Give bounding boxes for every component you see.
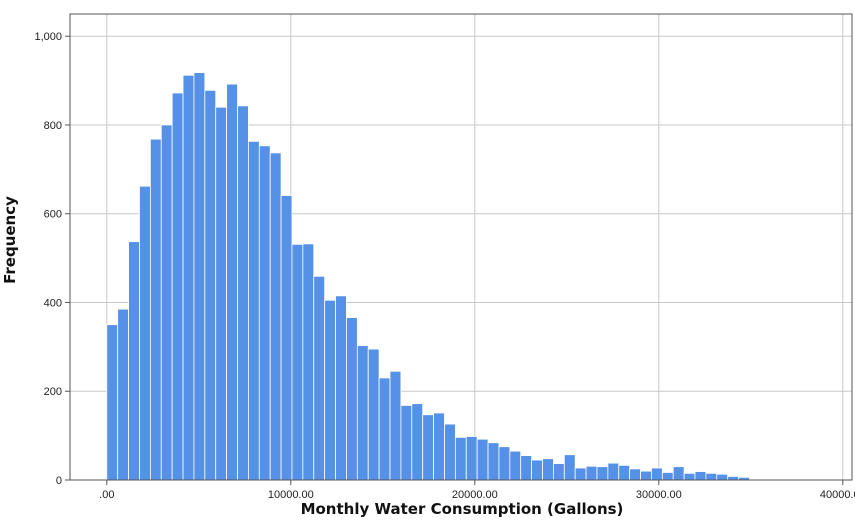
x-tick-label: 20000.00 xyxy=(452,489,498,501)
histogram-bar xyxy=(313,275,326,481)
plot-frame xyxy=(69,13,853,481)
histogram-bar xyxy=(139,185,151,481)
histogram-bar xyxy=(454,436,467,481)
y-tick-label: 800 xyxy=(44,120,62,132)
histogram-bar xyxy=(171,92,184,481)
histogram-bar xyxy=(269,152,282,481)
histogram-bar xyxy=(302,243,315,481)
histogram-bar xyxy=(574,467,587,481)
histogram-bar xyxy=(640,470,652,481)
histogram-bar xyxy=(716,473,729,481)
y-tick-label: 200 xyxy=(44,386,62,398)
y-tick-label: 0 xyxy=(56,475,62,487)
histogram-bar xyxy=(258,145,271,481)
histogram-bar xyxy=(487,442,500,481)
histogram-bar xyxy=(694,471,707,481)
x-tick-label: .00 xyxy=(99,489,114,501)
x-tick-label: 40000.00 xyxy=(820,489,855,501)
histogram-bar xyxy=(433,412,445,481)
histogram-bar xyxy=(596,466,609,481)
histogram-bar xyxy=(563,454,576,481)
histogram-bar xyxy=(585,465,598,481)
histogram-bar xyxy=(553,463,565,481)
histogram-bar xyxy=(661,472,674,481)
histogram-bar xyxy=(618,464,631,481)
y-axis-title: Frequency xyxy=(1,196,19,284)
x-tick-label: 30000.00 xyxy=(636,489,682,501)
histogram-bar xyxy=(389,370,402,481)
histogram-bar xyxy=(422,414,434,481)
histogram-bar xyxy=(705,472,718,481)
histogram-bar xyxy=(149,138,162,481)
x-tick-label: 10000.00 xyxy=(268,489,314,501)
histogram-bars xyxy=(106,72,750,481)
histogram-bar xyxy=(215,106,228,481)
histogram-bar xyxy=(607,462,620,481)
histogram-bar xyxy=(727,476,739,481)
axes xyxy=(65,13,853,485)
histogram-bar xyxy=(367,348,380,481)
histogram-bar xyxy=(335,295,347,481)
histogram-bar xyxy=(465,436,478,481)
histogram-bar xyxy=(411,403,424,481)
histogram-bar xyxy=(400,405,413,481)
histogram-bar xyxy=(226,83,238,481)
histogram-bar xyxy=(672,466,685,481)
histogram-bar xyxy=(128,241,140,481)
histogram-bar xyxy=(324,299,336,481)
histogram-bar xyxy=(509,450,522,481)
histogram-bar xyxy=(498,446,511,481)
histogram-bar xyxy=(683,472,696,481)
histogram-bar xyxy=(520,455,533,481)
histogram-bar xyxy=(160,124,173,481)
y-tick-label: 400 xyxy=(44,297,62,309)
histogram-bar xyxy=(204,89,217,481)
histogram-bar xyxy=(476,438,489,481)
histogram-bar xyxy=(182,74,195,481)
histogram-bar xyxy=(248,140,260,481)
histogram-bar xyxy=(280,195,293,481)
histogram-bar xyxy=(193,72,206,481)
histogram-bar xyxy=(356,345,369,481)
histogram-bar xyxy=(629,468,641,481)
y-tick-label: 600 xyxy=(44,209,62,221)
histogram-bar xyxy=(346,317,358,481)
histogram-bar xyxy=(378,377,391,481)
histogram-bar xyxy=(291,243,304,481)
tick-labels: 0 200 400 600 800 1,000 .00 10000.00 20000.00 300… xyxy=(34,31,855,501)
y-tick-label: 1,000 xyxy=(34,31,62,43)
histogram-bar xyxy=(106,324,119,481)
histogram-bar xyxy=(542,458,554,481)
histogram-bar xyxy=(651,467,663,481)
histogram-bar xyxy=(117,308,129,481)
histogram-bar xyxy=(531,459,543,481)
histogram-bar xyxy=(444,423,456,481)
x-axis-title: Monthly Water Consumption (Gallons) xyxy=(301,500,624,518)
histogram-bar xyxy=(237,105,249,481)
